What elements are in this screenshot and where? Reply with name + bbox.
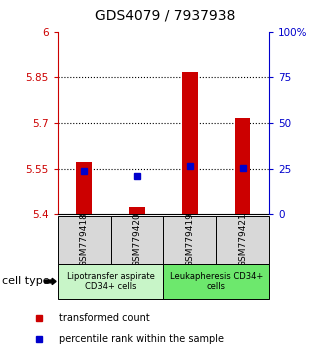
Bar xyxy=(216,216,269,264)
Text: GDS4079 / 7937938: GDS4079 / 7937938 xyxy=(95,9,235,23)
Bar xyxy=(235,119,250,214)
Bar xyxy=(163,216,216,264)
Bar xyxy=(182,72,198,214)
Text: cell type: cell type xyxy=(2,276,49,286)
Text: percentile rank within the sample: percentile rank within the sample xyxy=(59,334,224,344)
Text: GSM779419: GSM779419 xyxy=(185,212,194,267)
Text: GSM779421: GSM779421 xyxy=(238,212,247,267)
Bar xyxy=(76,162,92,214)
Text: GSM779418: GSM779418 xyxy=(80,212,89,267)
Text: transformed count: transformed count xyxy=(59,313,150,323)
Text: Leukapheresis CD34+
cells: Leukapheresis CD34+ cells xyxy=(170,272,263,291)
Bar xyxy=(58,264,163,299)
Bar xyxy=(129,207,145,214)
Text: GSM779420: GSM779420 xyxy=(132,212,142,267)
Bar xyxy=(58,216,111,264)
Bar xyxy=(111,216,163,264)
Text: Lipotransfer aspirate
CD34+ cells: Lipotransfer aspirate CD34+ cells xyxy=(67,272,154,291)
Bar xyxy=(163,264,269,299)
